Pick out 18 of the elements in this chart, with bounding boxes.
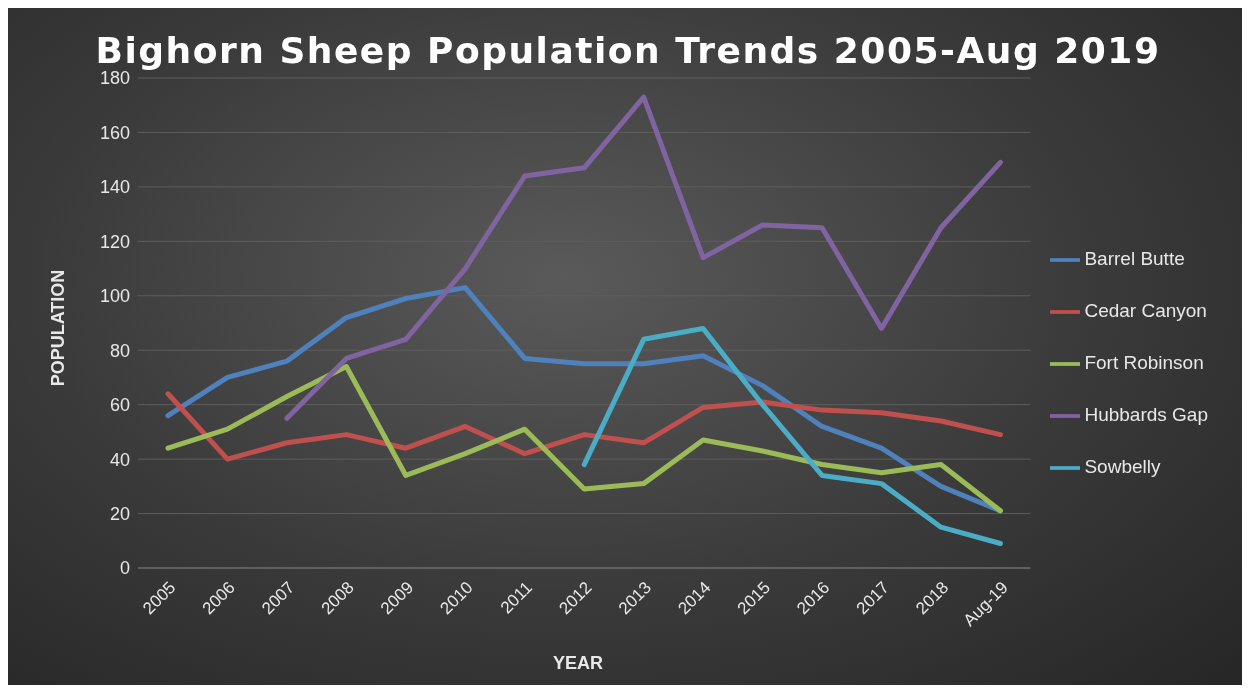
y-axis-title: POPULATION xyxy=(47,269,69,387)
y-tick-label: 0 xyxy=(119,558,130,579)
chart-title: Bighorn Sheep Population Trends 2005-Aug 2019 xyxy=(94,30,1162,71)
legend-label: Hubbards Gap xyxy=(1084,404,1208,425)
y-tick-label: 160 xyxy=(99,122,130,143)
x-axis-title: YEAR xyxy=(552,653,604,674)
legend-label: Cedar Canyon xyxy=(1084,300,1207,321)
y-tick-label: 40 xyxy=(109,449,130,470)
legend-label: Sowbelly xyxy=(1084,456,1161,477)
legend-label: Fort Robinson xyxy=(1084,352,1204,373)
y-tick-label: 20 xyxy=(109,503,130,524)
y-tick-label: 100 xyxy=(99,286,130,307)
legend-label: Barrel Butte xyxy=(1084,248,1185,269)
y-tick-label: 180 xyxy=(99,68,130,89)
y-tick-label: 80 xyxy=(109,340,130,361)
y-tick-label: 120 xyxy=(99,231,130,252)
y-tick-label: 140 xyxy=(99,177,130,198)
y-tick-label: 60 xyxy=(109,395,130,416)
